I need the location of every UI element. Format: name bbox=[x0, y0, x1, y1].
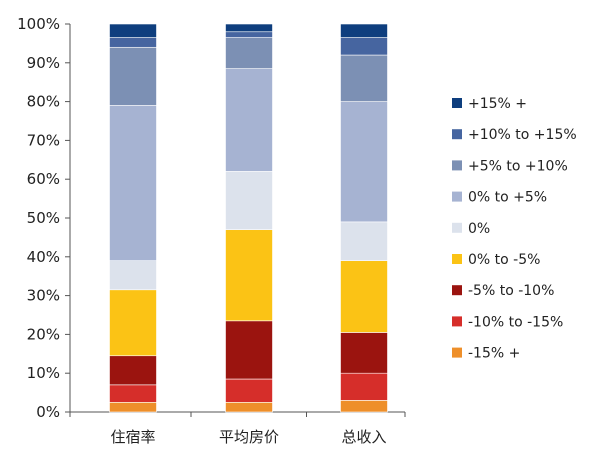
y-tick-label: 40% bbox=[27, 248, 60, 266]
legend-label: -10% to -15% bbox=[468, 314, 563, 330]
x-category-label: 总收入 bbox=[341, 428, 386, 446]
bar-segment bbox=[225, 320, 273, 380]
bar-segment bbox=[109, 289, 157, 357]
bar-segment bbox=[225, 171, 273, 230]
bar-segment bbox=[109, 46, 157, 106]
y-tick-label: 70% bbox=[27, 131, 60, 149]
legend-swatch bbox=[452, 285, 462, 296]
legend-swatch bbox=[452, 347, 462, 358]
y-tick-label: 100% bbox=[17, 15, 60, 33]
bar-segment bbox=[340, 54, 388, 102]
bar-segment bbox=[340, 260, 388, 333]
x-category-label: 平均房价 bbox=[219, 428, 279, 446]
bar-segment bbox=[225, 31, 273, 38]
bar-segment bbox=[340, 332, 388, 374]
bar-segment bbox=[109, 23, 157, 38]
y-tick-label: 60% bbox=[27, 170, 60, 188]
legend-label: +5% to +10% bbox=[468, 158, 568, 174]
y-tick-label: 80% bbox=[27, 93, 60, 111]
legend-label: 0% to +5% bbox=[468, 190, 547, 206]
bar-segment bbox=[109, 355, 157, 386]
bar-segment bbox=[109, 260, 157, 291]
legend-swatch bbox=[452, 254, 462, 264]
y-axis: 0% 10% 20% 30% 40% 50% 60% 70% 80% 90% 100% bbox=[17, 15, 406, 421]
legend: +15% + +10% to +15% +5% to +10% 0% to +5% 0%… bbox=[452, 96, 577, 362]
legend-swatch bbox=[452, 98, 462, 108]
legend-swatch bbox=[452, 129, 462, 140]
legend-label: +10% to +15% bbox=[468, 127, 577, 143]
y-tick-label: 90% bbox=[27, 54, 60, 72]
y-tick-label: 20% bbox=[27, 325, 60, 343]
y-tick-label: 30% bbox=[27, 287, 60, 305]
bar-segment bbox=[225, 37, 273, 69]
legend-swatch bbox=[452, 191, 462, 202]
bar-segment bbox=[109, 105, 157, 261]
x-axis: 住宿率 平均房价 总收入 bbox=[110, 428, 386, 446]
bar-segment bbox=[340, 372, 388, 401]
bars bbox=[109, 23, 388, 413]
legend-swatch bbox=[452, 222, 462, 233]
y-tick-label: 0% bbox=[36, 403, 60, 421]
bar-segment bbox=[109, 37, 157, 48]
bar-segment bbox=[225, 229, 273, 322]
legend-label: +15% + bbox=[468, 96, 527, 112]
bar-segment bbox=[225, 23, 273, 33]
bar-segment bbox=[109, 384, 157, 403]
bar-segment bbox=[340, 221, 388, 261]
y-tick-label: 10% bbox=[27, 364, 60, 382]
legend-swatch bbox=[452, 316, 462, 327]
legend-swatch bbox=[452, 160, 462, 171]
bar-segment bbox=[340, 101, 388, 223]
y-tick-label: 50% bbox=[27, 209, 60, 227]
bar-segment bbox=[109, 401, 157, 413]
legend-label: 0% bbox=[468, 221, 490, 237]
bar-segment bbox=[340, 37, 388, 56]
bar-segment bbox=[225, 378, 273, 403]
x-category-label: 住宿率 bbox=[110, 428, 155, 446]
legend-label: -15% + bbox=[468, 346, 520, 362]
bar-segment bbox=[225, 401, 273, 413]
legend-label: -5% to -10% bbox=[468, 283, 554, 299]
bar-segment bbox=[340, 400, 388, 413]
legend-label: 0% to -5% bbox=[468, 252, 540, 268]
bar-segment bbox=[340, 23, 388, 38]
bar-segment bbox=[225, 68, 273, 172]
